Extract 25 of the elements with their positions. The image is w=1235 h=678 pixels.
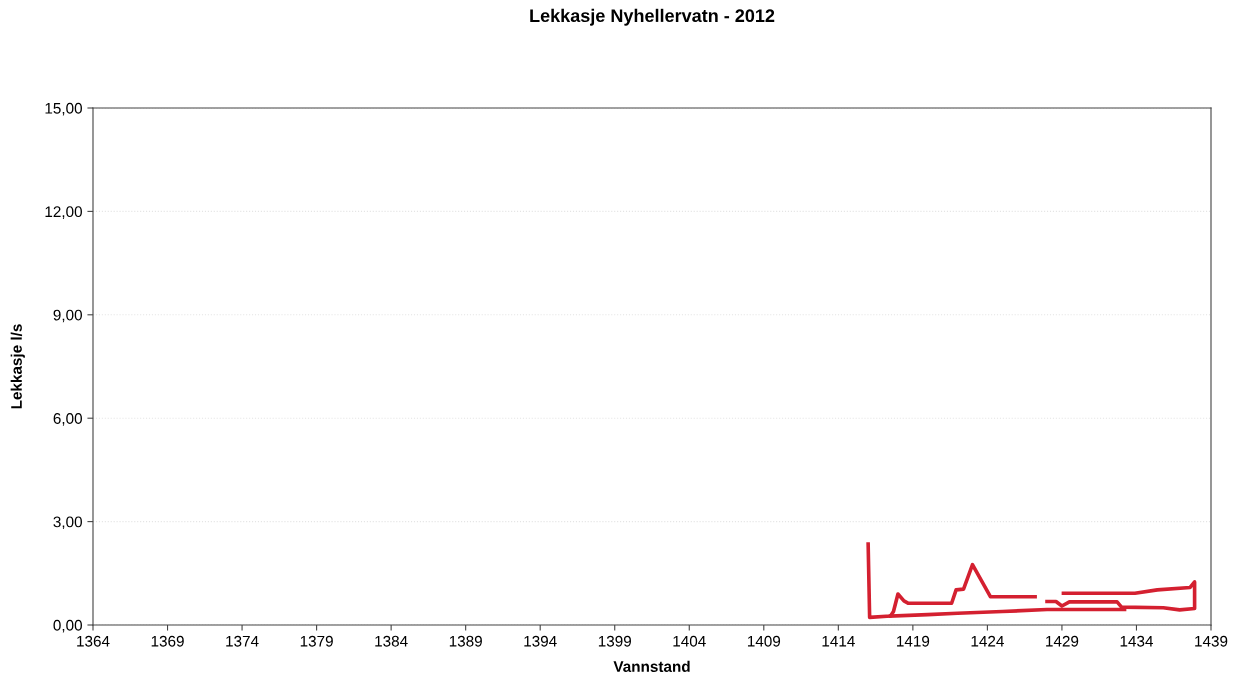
x-tick-label: 1379 (300, 635, 333, 647)
chart-title: Lekkasje Nyhellervatn - 2012 (530, 8, 775, 26)
x-tick-label: 1399 (598, 635, 631, 647)
x-tick-label: 1434 (1120, 635, 1154, 647)
x-axis-title: Vannstand (613, 660, 690, 672)
x-tick-label: 1369 (151, 635, 184, 647)
x-tick-label: 1424 (971, 635, 1004, 647)
x-tick-label: 1419 (897, 635, 930, 647)
x-tick-label: 1374 (226, 635, 259, 647)
x-tick-label: 1394 (524, 635, 557, 647)
y-axis-title: Lekkasje l/s (10, 324, 25, 409)
x-tick-label: 1364 (77, 635, 110, 647)
y-tick-label: 15,00 (45, 102, 82, 116)
x-tick-label: 1414 (822, 635, 855, 647)
x-tick-label: 1389 (449, 635, 482, 647)
x-tick-label: 1384 (375, 635, 408, 647)
x-tick-label: 1439 (1195, 635, 1228, 647)
y-tick-label: 9,00 (53, 309, 82, 323)
y-tick-label: 12,00 (45, 206, 82, 219)
y-tick-label: 3,00 (53, 516, 82, 530)
x-tick-label: 1404 (673, 635, 706, 647)
x-tick-label: 1429 (1046, 635, 1079, 647)
y-tick-label: 6,00 (53, 413, 82, 426)
y-tick-label: 0,00 (53, 619, 82, 633)
x-tick-label: 1409 (747, 635, 781, 647)
